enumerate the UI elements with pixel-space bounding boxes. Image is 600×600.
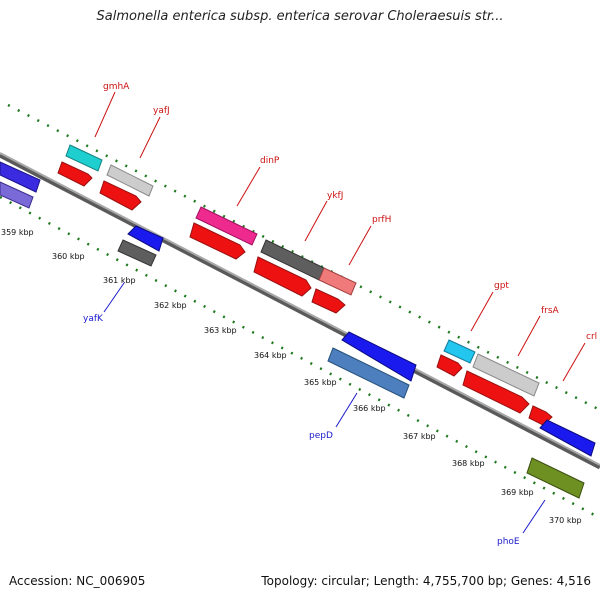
orf-bar-prfH[interactable] [311, 288, 346, 314]
outer-tick-track [7, 103, 600, 412]
gene-bar-yafJ[interactable] [106, 164, 154, 197]
kbp-label: 370 kbp [549, 516, 582, 525]
gene-label-crl[interactable]: crl [586, 332, 597, 342]
gene-label-phoE[interactable]: phoE [497, 537, 520, 547]
gene-bar-dinP[interactable] [195, 206, 258, 246]
kbp-label: 359 kbp [1, 228, 34, 237]
gene-bar-phoE[interactable] [526, 457, 585, 499]
kbp-label: 369 kbp [501, 488, 534, 497]
genome-backbone [0, 152, 600, 466]
inner-tick-track [0, 195, 600, 520]
gene-bar-prfH[interactable] [318, 267, 357, 296]
gene-bar-pepD[interactable] [327, 347, 410, 399]
gene-bar-left-edge-1[interactable] [0, 161, 41, 193]
gene-label-gpt[interactable]: gpt [494, 281, 509, 291]
accession-label: Accession: NC_006905 [9, 574, 146, 588]
kbp-label: 362 kbp [154, 301, 187, 310]
forward-gene-labels: gmhA yafJ dinP ykfJ prfH gpt frsA crl [103, 82, 597, 342]
genome-backbone-shadow [0, 152, 600, 470]
kbp-label: 363 kbp [204, 326, 237, 335]
gene-bar-365[interactable] [341, 331, 417, 382]
orf-bar-gmhA[interactable] [57, 161, 93, 187]
gene-bar-369[interactable] [539, 419, 596, 457]
gene-bar-gpt[interactable] [443, 339, 476, 364]
kbp-label: 366 kbp [353, 404, 386, 413]
orf-bar-yafJ[interactable] [99, 180, 142, 211]
gene-label-pepD[interactable]: pepD [309, 431, 333, 441]
kbp-label: 368 kbp [452, 459, 485, 468]
kbp-label: 360 kbp [52, 252, 85, 261]
gene-bar-frsA[interactable] [472, 353, 540, 397]
kbp-label: 367 kbp [403, 432, 436, 441]
reverse-strand [0, 161, 596, 499]
orf-bar-gpt[interactable] [436, 354, 463, 377]
gene-label-gmhA[interactable]: gmhA [103, 82, 130, 92]
gene-label-dinP[interactable]: dinP [260, 156, 280, 166]
gene-label-yafJ[interactable]: yafJ [153, 106, 170, 116]
map-title: Salmonella enterica subsp. enterica sero… [96, 9, 504, 24]
forward-strand [57, 144, 553, 426]
gene-bar-361[interactable] [127, 225, 164, 252]
gene-label-frsA[interactable]: frsA [541, 306, 560, 316]
gene-bar-yafK[interactable] [117, 239, 157, 267]
orf-bar-frsA[interactable] [462, 370, 530, 414]
kbp-label: 365 kbp [304, 378, 337, 387]
gene-bar-gmhA[interactable] [65, 144, 103, 172]
reverse-gene-labels: yafK pepD phoE [83, 314, 520, 547]
gene-bar-left-edge-2[interactable] [0, 181, 34, 209]
kbp-label: 361 kbp [103, 276, 136, 285]
kbp-labels: 359 kbp 360 kbp 361 kbp 362 kbp 363 kbp … [1, 228, 582, 525]
gene-label-ykfJ[interactable]: ykfJ [327, 191, 343, 201]
topology-label: Topology: circular; Length: 4,755,700 bp… [261, 574, 591, 588]
orf-bar-dinP[interactable] [189, 222, 246, 260]
callout-lines [94, 91, 586, 534]
kbp-label: 364 kbp [254, 351, 287, 360]
orf-bar-ykfJ[interactable] [253, 256, 312, 297]
gene-label-prfH[interactable]: prfH [372, 215, 391, 225]
gene-label-yafK[interactable]: yafK [83, 314, 104, 324]
